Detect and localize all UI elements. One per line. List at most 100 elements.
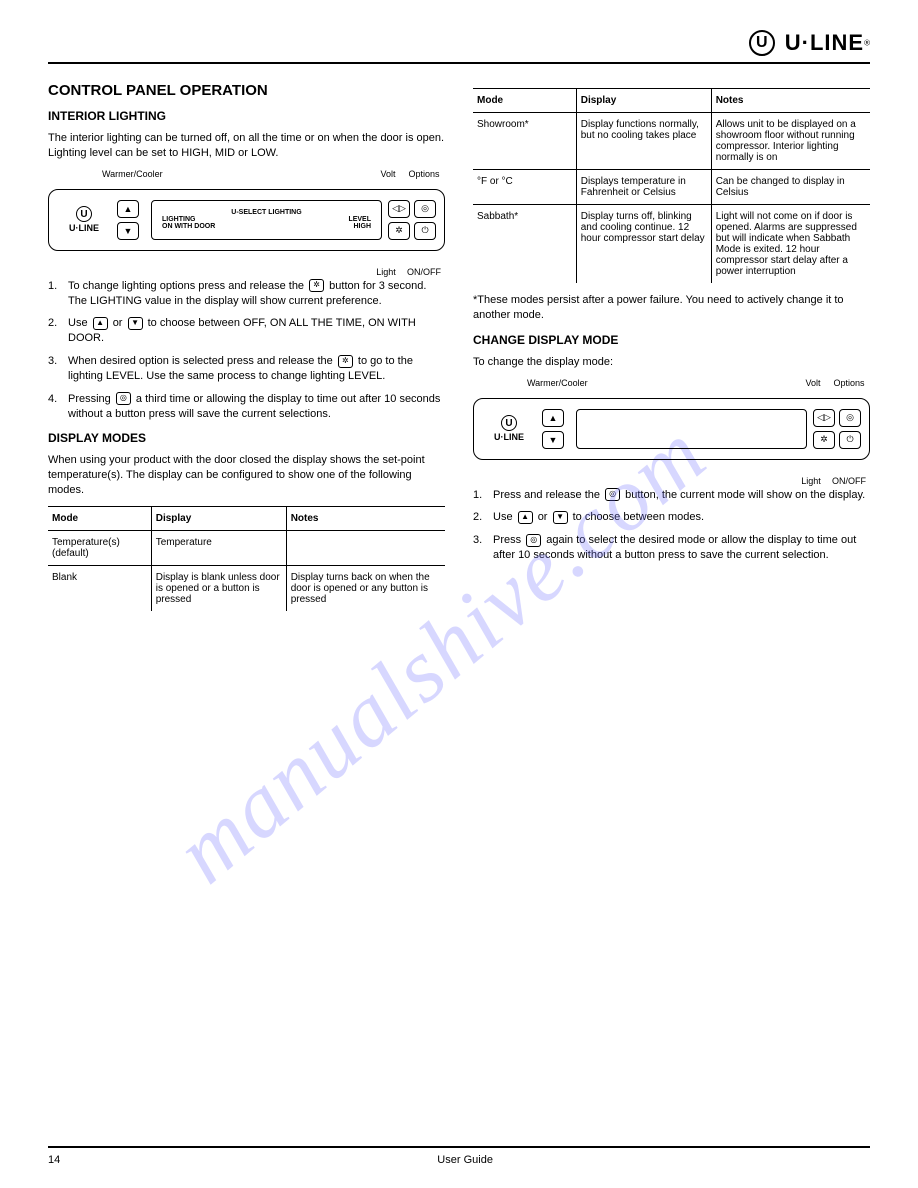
up-icon: ▲ bbox=[93, 317, 108, 330]
cell: Display turns back on when the door is o… bbox=[286, 565, 445, 611]
step-text-b: button, the current mode will show on th… bbox=[625, 489, 865, 501]
step-num: 1. bbox=[48, 279, 62, 309]
registered-mark: ® bbox=[864, 38, 870, 47]
step-text: To change lighting options press and rel… bbox=[68, 280, 307, 292]
section-title: CONTROL PANEL OPERATION bbox=[48, 82, 445, 99]
panel-callouts-right-bottom: Light ON/OFF bbox=[473, 476, 870, 486]
table-row: Blank Display is blank unless door is op… bbox=[48, 565, 445, 611]
callout-options: Options bbox=[828, 378, 870, 388]
down-icon: ▼ bbox=[128, 317, 143, 330]
panel-down-button: ▼ bbox=[117, 222, 139, 240]
options-icon: ◎ bbox=[116, 392, 131, 405]
cell bbox=[286, 530, 445, 565]
display-l2b: LEVEL bbox=[348, 216, 371, 223]
panel-brand: U U·LINE bbox=[482, 415, 536, 442]
step-text: When desired option is selected press an… bbox=[68, 355, 336, 367]
panel-brand-text: U·LINE bbox=[494, 432, 524, 442]
panel-power-button: ⏻ bbox=[414, 222, 436, 240]
cell: °F or °C bbox=[473, 170, 576, 205]
lighting-step-2: 2. Use ▲ or ▼ to choose between OFF, ON … bbox=[48, 316, 445, 346]
panel-light-button: ✲ bbox=[388, 222, 410, 240]
th-notes: Notes bbox=[286, 506, 445, 530]
change-step-2: 2. Use ▲ or ▼ to choose between modes. bbox=[473, 510, 870, 525]
page-number: 14 bbox=[48, 1154, 60, 1166]
step-num: 2. bbox=[473, 510, 487, 525]
change-step-1: 1. Press and release the ◎ button, the c… bbox=[473, 488, 870, 503]
callout-onoff: ON/OFF bbox=[828, 476, 870, 486]
table-row: °F or °C Displays temperature in Fahrenh… bbox=[473, 170, 870, 205]
callout-volt: Volt bbox=[798, 378, 828, 388]
cell: Temperature bbox=[151, 530, 286, 565]
panel-power-button: ⏻ bbox=[839, 431, 861, 449]
panel-display-blank bbox=[576, 409, 807, 449]
step-text-c: to choose between modes. bbox=[573, 511, 704, 523]
cell: Light will not come on if door is opened… bbox=[711, 205, 870, 284]
down-icon: ▼ bbox=[553, 511, 568, 524]
panel-brand-text: U·LINE bbox=[69, 223, 99, 233]
callout-warmer-cooler: Warmer/Cooler bbox=[102, 169, 136, 179]
table-header-row: Mode Display Notes bbox=[48, 506, 445, 530]
panel-down-button: ▼ bbox=[542, 431, 564, 449]
panel-callouts-left: Warmer/Cooler Volt Options bbox=[48, 169, 445, 179]
cell: Can be changed to display in Celsius bbox=[711, 170, 870, 205]
display-modes-table-right: Mode Display Notes Showroom* Display fun… bbox=[473, 88, 870, 283]
panel-brand: U U·LINE bbox=[57, 206, 111, 233]
light-icon: ✲ bbox=[338, 355, 353, 368]
display-modes-table-left: Mode Display Notes Temperature(s) (defau… bbox=[48, 506, 445, 611]
callout-warmer-cooler: Warmer/Cooler bbox=[527, 378, 561, 388]
step-text: Use bbox=[68, 317, 91, 329]
panel-volt-button: ◁▷ bbox=[813, 409, 835, 427]
step-num: 3. bbox=[473, 533, 487, 563]
th-mode: Mode bbox=[473, 89, 576, 113]
left-column: CONTROL PANEL OPERATION INTERIOR LIGHTIN… bbox=[48, 82, 445, 611]
callout-light: Light bbox=[794, 476, 828, 486]
right-column: Mode Display Notes Showroom* Display fun… bbox=[473, 82, 870, 611]
lighting-step-3: 3. When desired option is selected press… bbox=[48, 354, 445, 384]
table-row: Sabbath* Display turns off, blinking and… bbox=[473, 205, 870, 284]
control-panel-diagram-1: U U·LINE ▲ ▼ U-SELECT LIGHTING LIGHTING … bbox=[48, 189, 445, 251]
panel-up-button: ▲ bbox=[117, 200, 139, 218]
footer-title: User Guide bbox=[437, 1154, 493, 1166]
step-num: 1. bbox=[473, 488, 487, 503]
content-columns: CONTROL PANEL OPERATION INTERIOR LIGHTIN… bbox=[48, 82, 870, 611]
step-text-b: or bbox=[113, 317, 126, 329]
step-text: Press and release the bbox=[493, 489, 603, 501]
change-display-mode-intro: To change the display mode: bbox=[473, 355, 870, 370]
th-display: Display bbox=[576, 89, 711, 113]
table-row: Temperature(s) (default) Temperature bbox=[48, 530, 445, 565]
brand-logo-icon: U bbox=[749, 30, 775, 56]
cell: Allows unit to be displayed on a showroo… bbox=[711, 113, 870, 170]
callout-volt: Volt bbox=[373, 169, 403, 179]
display-modes-heading: DISPLAY MODES bbox=[48, 431, 445, 445]
modes-footnote: *These modes persist after a power failu… bbox=[473, 293, 870, 323]
panel-logo-icon: U bbox=[76, 206, 92, 222]
panel-display: U-SELECT LIGHTING LIGHTING LEVEL ON WITH… bbox=[151, 200, 382, 240]
change-step-3: 3. Press ◎ again to select the desired m… bbox=[473, 533, 870, 563]
table-header-row: Mode Display Notes bbox=[473, 89, 870, 113]
brand-name: U·LINE® bbox=[785, 30, 870, 56]
cell: Display functions normally, but no cooli… bbox=[576, 113, 711, 170]
panel-logo-icon: U bbox=[501, 415, 517, 431]
page-header: U U·LINE® bbox=[48, 30, 870, 56]
th-notes: Notes bbox=[711, 89, 870, 113]
panel-volt-button: ◁▷ bbox=[388, 200, 410, 218]
header-rule bbox=[48, 62, 870, 64]
callout-onoff: ON/OFF bbox=[403, 267, 445, 277]
display-l3a: ON WITH DOOR bbox=[162, 223, 215, 230]
table-row: Showroom* Display functions normally, bu… bbox=[473, 113, 870, 170]
panel-up-button: ▲ bbox=[542, 409, 564, 427]
cell: Sabbath* bbox=[473, 205, 576, 284]
up-icon: ▲ bbox=[518, 511, 533, 524]
panel-options-button: ◎ bbox=[839, 409, 861, 427]
panel-options-button: ◎ bbox=[414, 200, 436, 218]
brand-text: U·LINE bbox=[785, 30, 864, 55]
step-text-b: or bbox=[538, 511, 551, 523]
panel-callouts-left-bottom: Light ON/OFF bbox=[48, 267, 445, 277]
step-num: 3. bbox=[48, 354, 62, 384]
control-panel-diagram-2: U U·LINE ▲ ▼ ◁▷ ◎ ✲ ⏻ bbox=[473, 398, 870, 460]
display-l3b: HIGH bbox=[354, 223, 372, 230]
cell: Display turns off, blinking and cooling … bbox=[576, 205, 711, 284]
cell: Temperature(s) (default) bbox=[48, 530, 151, 565]
lighting-step-4: 4. Pressing ◎ a third time or allowing t… bbox=[48, 392, 445, 422]
light-icon: ✲ bbox=[309, 279, 324, 292]
